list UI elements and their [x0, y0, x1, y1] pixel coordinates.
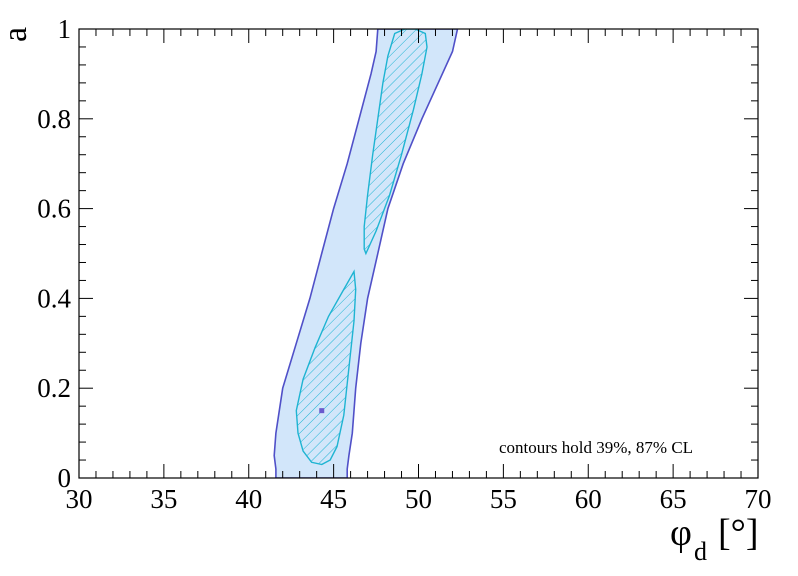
x-tick-label: 40	[235, 484, 262, 514]
y-tick-label: 1	[58, 14, 72, 44]
tick-labels: 30 35 40 45 50 55 60 65 70 0 0.2 0.4 0.6 0.8 1	[37, 14, 771, 514]
y-tick-label: 0.2	[37, 373, 71, 403]
x-axis-title-symbol: φ	[670, 512, 692, 554]
best-fit-point	[319, 408, 325, 414]
x-tick-label: 70	[745, 484, 772, 514]
chart-annotation: contours hold 39%, 87% CL	[499, 438, 693, 457]
x-axis-title: φ d [°]	[670, 512, 759, 566]
x-tick-label: 50	[405, 484, 432, 514]
x-tick-label: 60	[575, 484, 602, 514]
x-tick-label: 45	[320, 484, 347, 514]
x-tick-label: 55	[490, 484, 517, 514]
contour-layer	[273, 29, 459, 478]
y-axis-title: a	[0, 27, 34, 42]
y-tick-label: 0.4	[37, 283, 71, 313]
x-tick-label: 30	[66, 484, 93, 514]
tick-layer	[78, 28, 759, 479]
y-tick-label: 0.8	[37, 104, 71, 134]
y-tick-label: 0.6	[37, 194, 71, 224]
x-tick-label: 35	[150, 484, 177, 514]
y-tick-label: 0	[58, 463, 72, 493]
contour-39-region-0	[295, 269, 357, 466]
x-axis-title-subscript: d	[694, 537, 707, 566]
x-axis-title-unit: [°]	[718, 512, 759, 554]
x-tick-label: 65	[660, 484, 687, 514]
contour-39-region-1	[363, 29, 428, 256]
